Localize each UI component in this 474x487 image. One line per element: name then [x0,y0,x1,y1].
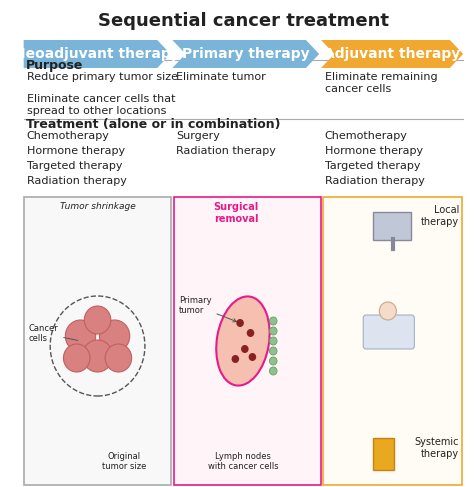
Circle shape [379,302,396,320]
Ellipse shape [216,297,270,386]
Text: Purpose: Purpose [26,59,83,72]
Circle shape [269,347,277,355]
Text: Lymph nodes
with cancer cells: Lymph nodes with cancer cells [208,451,278,471]
Polygon shape [321,40,463,68]
Text: Eliminate cancer cells that
spread to other locations: Eliminate cancer cells that spread to ot… [27,94,175,115]
Text: Hormone therapy: Hormone therapy [325,146,423,156]
FancyBboxPatch shape [323,197,462,485]
Text: Primary therapy: Primary therapy [182,47,310,61]
FancyBboxPatch shape [174,197,321,485]
Text: Surgical
removal: Surgical removal [214,202,259,224]
Text: Radiation therapy: Radiation therapy [325,176,425,186]
Text: Neoadjuvant therapy: Neoadjuvant therapy [14,47,180,61]
Text: Reduce primary tumor size: Reduce primary tumor size [27,72,178,82]
Text: Local
therapy: Local therapy [421,205,459,226]
FancyBboxPatch shape [24,197,172,485]
Text: Radiation therapy: Radiation therapy [176,146,276,156]
Circle shape [84,306,111,334]
Circle shape [269,367,277,375]
Circle shape [82,340,113,372]
Text: Systemic
therapy: Systemic therapy [415,437,459,459]
Text: Hormone therapy: Hormone therapy [27,146,125,156]
Text: Surgery: Surgery [176,131,220,141]
FancyBboxPatch shape [373,212,410,240]
Text: Radiation therapy: Radiation therapy [27,176,127,186]
Circle shape [241,345,249,353]
Circle shape [269,357,277,365]
Circle shape [249,353,256,361]
Text: Tumor shrinkage: Tumor shrinkage [60,202,136,211]
FancyBboxPatch shape [363,315,414,349]
Text: Eliminate tumor: Eliminate tumor [176,72,266,82]
Circle shape [237,319,244,327]
Polygon shape [24,40,171,68]
Text: Eliminate remaining
cancer cells: Eliminate remaining cancer cells [325,72,438,94]
FancyBboxPatch shape [373,438,393,470]
Circle shape [65,320,96,352]
Circle shape [232,355,239,363]
Circle shape [269,327,277,335]
Text: Adjuvant therapy: Adjuvant therapy [324,47,460,61]
Circle shape [64,344,90,372]
Circle shape [269,317,277,325]
Text: Treatment (alone or in combination): Treatment (alone or in combination) [26,118,280,131]
Text: Original
tumor size: Original tumor size [102,451,146,471]
Text: Chemotherapy: Chemotherapy [325,131,408,141]
Text: Primary
tumor: Primary tumor [179,296,237,322]
Text: Targeted therapy: Targeted therapy [27,161,122,171]
Circle shape [100,320,130,352]
Circle shape [105,344,132,372]
Polygon shape [173,40,319,68]
Text: Sequential cancer treatment: Sequential cancer treatment [98,12,389,30]
Circle shape [247,329,254,337]
Circle shape [269,337,277,345]
Text: Targeted therapy: Targeted therapy [325,161,420,171]
Text: Cancer
cells: Cancer cells [28,323,78,343]
Text: Chemotherapy: Chemotherapy [27,131,109,141]
